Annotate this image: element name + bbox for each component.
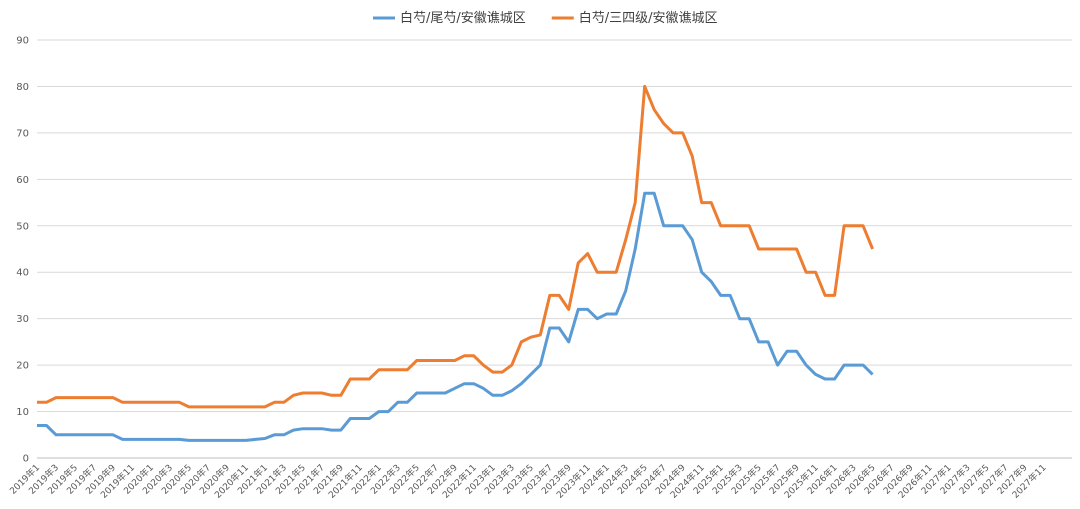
y-tick-label: 80 [16, 82, 29, 93]
y-tick-label: 50 [16, 221, 29, 232]
y-tick-label: 30 [16, 314, 29, 325]
series-line [37, 191, 874, 442]
series-line [37, 84, 874, 409]
legend-label: 白芍/三四级/安徽谯城区 [579, 10, 718, 26]
y-tick-label: 40 [16, 268, 29, 279]
y-tick-label: 10 [16, 407, 29, 418]
y-tick-label: 20 [16, 361, 29, 372]
y-tick-label: 90 [16, 36, 29, 47]
y-tick-label: 70 [16, 128, 29, 139]
y-tick-label: 60 [16, 175, 29, 186]
legend-label: 白芍/尾芍/安徽谯城区 [400, 10, 526, 26]
y-tick-label: 0 [23, 454, 29, 465]
